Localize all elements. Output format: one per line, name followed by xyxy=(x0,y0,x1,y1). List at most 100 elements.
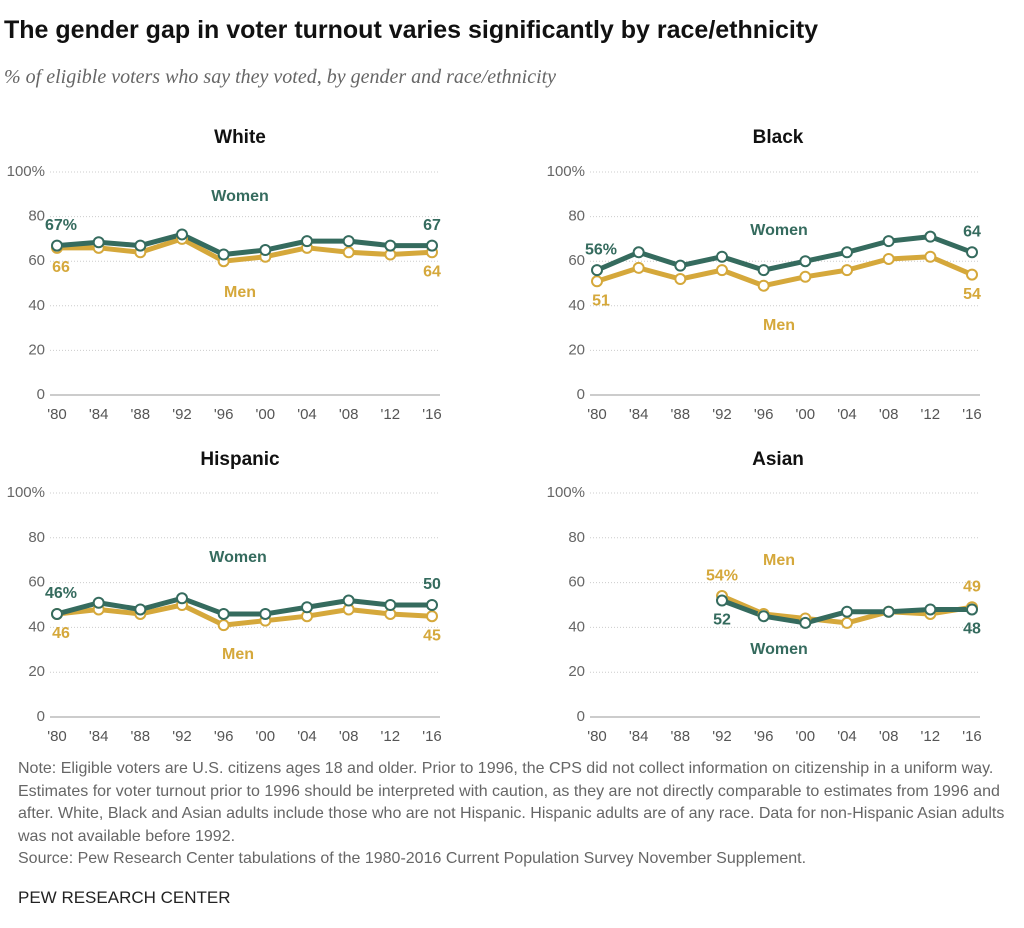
x-tick-label: '84 xyxy=(629,406,649,423)
data-point xyxy=(757,279,770,292)
x-tick-label: '88 xyxy=(671,406,691,423)
series-name: Men xyxy=(222,646,254,663)
x-tick-label: '96 xyxy=(754,728,774,745)
y-tick-label: 20 xyxy=(568,663,585,680)
y-tick-label: 100% xyxy=(547,484,585,501)
y-tick-label: 100% xyxy=(7,484,45,501)
data-point xyxy=(217,248,230,261)
series-name: Men xyxy=(224,284,256,301)
x-tick-label: '92 xyxy=(712,728,732,745)
x-tick-label: '88 xyxy=(131,406,151,423)
data-label: 64 xyxy=(423,263,441,280)
data-label: 67% xyxy=(45,217,77,234)
panel-title: Hispanic xyxy=(200,449,280,470)
y-tick-label: 60 xyxy=(568,574,585,591)
x-tick-label: '04 xyxy=(297,728,317,745)
x-tick-label: '84 xyxy=(89,728,109,745)
x-tick-label: '12 xyxy=(381,406,401,423)
x-tick-label: '80 xyxy=(47,728,67,745)
data-label: 54 xyxy=(963,286,981,303)
data-point xyxy=(882,252,895,265)
credit: PEW RESEARCH CENTER xyxy=(18,888,231,907)
data-point xyxy=(301,601,313,614)
x-tick-label: '80 xyxy=(587,728,607,745)
data-point xyxy=(841,605,853,618)
x-tick-label: '84 xyxy=(629,728,649,745)
x-tick-label: '88 xyxy=(131,728,151,745)
x-tick-label: '00 xyxy=(796,406,816,423)
data-label: 66 xyxy=(52,259,70,276)
panel-title: Black xyxy=(753,127,804,148)
x-tick-label: '04 xyxy=(837,728,857,745)
data-point xyxy=(176,228,188,241)
charts: White 0 20 40 60 80 100% '80 '84 '88 '92 '96 '00 '04 '… xyxy=(7,127,982,745)
data-label: 52 xyxy=(713,612,731,629)
panel-title: White xyxy=(214,127,266,148)
data-point xyxy=(757,264,770,277)
series-name: Men xyxy=(763,552,795,569)
x-tick-label: '08 xyxy=(339,728,359,745)
data-point xyxy=(632,246,645,259)
series-line xyxy=(596,254,973,289)
data-point xyxy=(799,255,812,268)
series-name: Women xyxy=(211,188,268,205)
data-label: 46% xyxy=(45,585,77,602)
data-point xyxy=(217,607,230,620)
y-tick-label: 40 xyxy=(28,297,45,314)
series-line xyxy=(56,231,432,258)
y-tick-label: 60 xyxy=(568,252,585,269)
x-tick-label: '96 xyxy=(214,728,234,745)
data-point xyxy=(841,264,853,277)
data-point xyxy=(924,230,937,243)
y-tick-label: 100% xyxy=(547,163,585,180)
data-point xyxy=(51,239,63,252)
data-point xyxy=(841,616,853,629)
data-point xyxy=(342,594,355,607)
x-tick-label: '92 xyxy=(172,406,192,423)
series-name: Men xyxy=(763,317,795,334)
data-point xyxy=(259,607,272,620)
x-tick-label: '12 xyxy=(921,728,941,745)
data-point xyxy=(674,259,687,272)
x-tick-label: '04 xyxy=(297,406,317,423)
data-label: 48 xyxy=(963,621,981,638)
y-tick-label: 60 xyxy=(28,574,45,591)
y-tick-label: 100% xyxy=(7,163,45,180)
x-tick-label: '08 xyxy=(879,728,899,745)
data-point xyxy=(92,236,105,249)
x-tick-label: '08 xyxy=(339,406,359,423)
y-tick-label: 0 xyxy=(37,708,45,725)
series-line xyxy=(56,595,432,617)
data-point xyxy=(966,268,978,281)
data-point xyxy=(176,592,188,605)
y-tick-label: 0 xyxy=(577,708,585,725)
data-label: 50 xyxy=(423,576,441,593)
data-point xyxy=(426,239,438,252)
y-tick-label: 80 xyxy=(568,208,585,225)
x-tick-label: '16 xyxy=(962,728,982,745)
note: Note: Eligible voters are U.S. citizens … xyxy=(18,760,1005,845)
x-tick-label: '00 xyxy=(256,406,276,423)
y-tick-label: 60 xyxy=(28,252,45,269)
data-point xyxy=(384,599,397,611)
data-point xyxy=(342,246,355,259)
data-point xyxy=(92,596,105,609)
x-tick-label: '80 xyxy=(47,406,67,423)
x-tick-label: '96 xyxy=(754,406,774,423)
x-tick-label: '96 xyxy=(214,406,234,423)
y-tick-label: 0 xyxy=(577,386,585,403)
data-point xyxy=(426,599,438,611)
notes: Note: Eligible voters are U.S. citizens … xyxy=(18,758,1013,871)
panel-title: Asian xyxy=(752,449,804,470)
series-line xyxy=(596,234,973,273)
x-tick-label: '92 xyxy=(172,728,192,745)
data-point xyxy=(966,246,978,259)
data-point xyxy=(799,616,812,629)
x-tick-label: '16 xyxy=(962,406,982,423)
data-point xyxy=(384,239,397,252)
data-label: 45 xyxy=(423,627,441,644)
data-label: 51 xyxy=(592,292,610,309)
subtitle: % of eligible voters who say they voted,… xyxy=(4,66,557,88)
data-point xyxy=(134,603,147,616)
